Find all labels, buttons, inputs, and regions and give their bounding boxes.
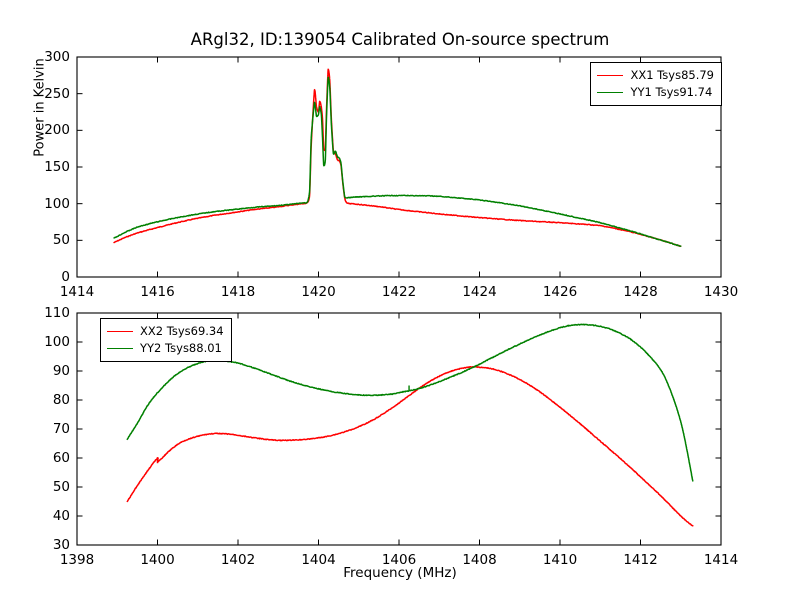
y-tick-label: 200 <box>44 122 70 139</box>
series-line <box>113 68 682 248</box>
x-tick-label: 1410 <box>542 552 578 568</box>
x-tick-label: 1408 <box>462 552 497 568</box>
legend-top-panel: XX1 Tsys85.79 YY1 Tsys91.74 <box>590 62 722 106</box>
legend-line-swatch <box>107 331 133 332</box>
legend-item: YY2 Tsys88.01 <box>107 340 224 357</box>
y-tick-label: 60 <box>52 450 70 466</box>
y-tick-label: 70 <box>52 421 70 437</box>
legend-item: XX2 Tsys69.34 <box>107 323 224 340</box>
y-tick-label: 250 <box>44 85 70 102</box>
y-tick-label: 150 <box>44 159 70 175</box>
y-tick-label: 300 <box>44 49 70 65</box>
legend-item: XX1 Tsys85.79 <box>597 67 714 84</box>
x-tick-label: 1398 <box>59 552 95 568</box>
legend-item-label: YY2 Tsys88.01 <box>140 341 222 355</box>
x-tick-label: 1428 <box>623 284 658 300</box>
y-tick-label: 50 <box>52 232 70 249</box>
x-tick-label: 1426 <box>542 284 578 300</box>
legend-item-label: YY1 Tsys91.74 <box>630 85 713 99</box>
x-tick-label: 1414 <box>703 552 739 568</box>
legend-line-swatch <box>597 92 624 93</box>
x-tick-label: 1404 <box>301 552 336 568</box>
x-tick-label: 1430 <box>703 284 739 300</box>
x-tick-label: 1424 <box>462 284 497 300</box>
y-tick-label: 80 <box>52 392 70 408</box>
y-tick-label: 50 <box>52 479 70 495</box>
series-line <box>113 76 682 247</box>
x-tick-label: 1406 <box>381 552 417 568</box>
legend-line-swatch <box>597 75 624 76</box>
y-tick-label: 100 <box>44 334 70 350</box>
x-tick-label: 1420 <box>301 284 336 300</box>
x-tick-label: 1412 <box>623 552 658 568</box>
x-axis-label: Frequency (MHz) <box>343 565 457 581</box>
y-tick-label: 90 <box>52 363 70 379</box>
y-tick-label: 40 <box>52 508 70 524</box>
x-tick-label: 1402 <box>220 552 256 568</box>
legend-item: YY1 Tsys91.74 <box>597 84 714 101</box>
x-tick-label: 1414 <box>59 284 95 300</box>
series-line <box>126 365 694 527</box>
x-tick-label: 1422 <box>381 284 417 300</box>
y-tick-label: 100 <box>44 195 70 212</box>
x-tick-label: 1418 <box>220 284 256 300</box>
legend-bottom-panel: XX2 Tsys69.34 YY2 Tsys88.01 <box>100 318 232 362</box>
page-title: ARgl32, ID:139054 Calibrated On-source s… <box>190 30 610 49</box>
x-tick-label: 1416 <box>140 284 175 300</box>
legend-line-swatch <box>107 348 133 349</box>
legend-item-label: XX2 Tsys69.34 <box>140 324 224 338</box>
x-tick-label: 1400 <box>140 552 175 568</box>
y-tick-label: 0 <box>61 269 70 285</box>
y-tick-label: 30 <box>52 537 70 553</box>
legend-item-label: XX1 Tsys85.79 <box>630 68 714 82</box>
y-tick-label: 110 <box>44 305 70 321</box>
